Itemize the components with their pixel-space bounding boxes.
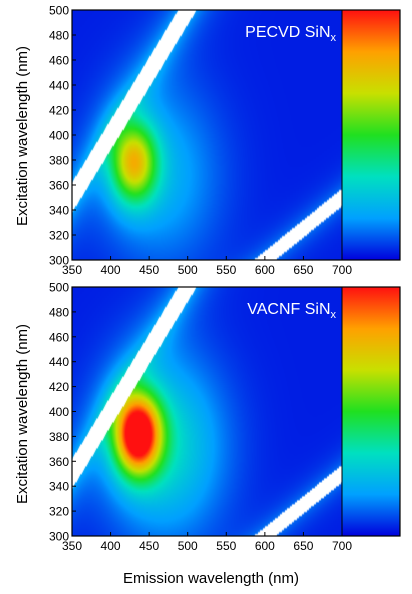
heatmap-image-top — [72, 10, 342, 260]
y-tick-label-top-340: 340 — [49, 204, 69, 218]
y-tick-label-top-320: 320 — [49, 229, 69, 243]
y-tick-label-top-380: 380 — [49, 154, 69, 168]
x-tick-label-top-650: 650 — [293, 263, 313, 277]
x-axis-label: Emission wavelength (nm) — [123, 570, 299, 587]
y-tick-label-bottom-440: 440 — [49, 355, 69, 369]
y-tick-label-top-360: 360 — [49, 179, 69, 193]
x-tick-label-bottom-650: 650 — [293, 539, 313, 553]
panel-label-bottom: VACNF SiNx — [247, 301, 336, 321]
x-tick-label-top-600: 600 — [255, 263, 275, 277]
y-axis-label-top: Excitation wavelength (nm) — [14, 46, 31, 226]
x-tick-label-bottom-400: 400 — [101, 539, 121, 553]
y-tick-label-top-400: 400 — [49, 129, 69, 143]
y-axis-label-bottom: Excitation wavelength (nm) — [14, 324, 31, 504]
x-tick-label-bottom-450: 450 — [139, 539, 159, 553]
x-tick-label-bottom-350: 350 — [62, 539, 82, 553]
x-tick-label-top-400: 400 — [101, 263, 121, 277]
y-tick-label-top-300: 300 — [49, 254, 69, 268]
colorbar-bottom — [342, 287, 400, 536]
y-tick-label-bottom-340: 340 — [49, 480, 69, 494]
x-tick-label-top-350: 350 — [62, 263, 82, 277]
y-tick-label-top-460: 460 — [49, 54, 69, 68]
colorbar-top — [342, 10, 400, 260]
y-tick-label-bottom-320: 320 — [49, 505, 69, 519]
y-tick-label-bottom-420: 420 — [49, 380, 69, 394]
y-tick-label-bottom-380: 380 — [49, 430, 69, 444]
y-tick-label-bottom-300: 300 — [49, 530, 69, 544]
panel-bottom: 300 320 340 360 380 400 420 440 460 480 500 350 400 4… — [49, 281, 401, 553]
y-tick-label-bottom-360: 360 — [49, 455, 69, 469]
y-tick-label-bottom-480: 480 — [49, 305, 69, 319]
y-tick-label-top-440: 440 — [49, 79, 69, 93]
x-tick-label-bottom-500: 500 — [178, 539, 198, 553]
y-tick-label-top-500: 500 — [49, 4, 69, 18]
y-tick-label-bottom-400: 400 — [49, 405, 69, 419]
x-tick-label-top-450: 450 — [139, 263, 159, 277]
y-tick-label-bottom-460: 460 — [49, 330, 69, 344]
x-tick-label-bottom-700: 700 — [332, 539, 352, 553]
x-tick-label-top-700: 700 — [332, 263, 352, 277]
y-tick-label-top-420: 420 — [49, 104, 69, 118]
y-tick-label-bottom-500: 500 — [49, 281, 69, 295]
y-tick-label-top-480: 480 — [49, 29, 69, 43]
panel-label-top: PECVD SiNx — [245, 24, 336, 44]
heatmap-image-bottom — [72, 287, 342, 536]
x-tick-label-bottom-550: 550 — [216, 539, 236, 553]
x-tick-label-top-500: 500 — [178, 263, 198, 277]
panel-top: 300 320 340 360 380 400 420 440 460 480 500 350 400 4… — [49, 4, 401, 277]
x-tick-label-bottom-600: 600 — [255, 539, 275, 553]
x-tick-label-top-550: 550 — [216, 263, 236, 277]
